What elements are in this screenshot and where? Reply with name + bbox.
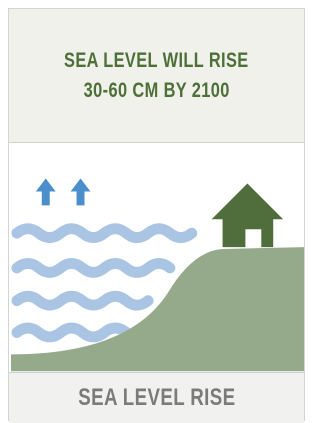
wave (17, 296, 148, 305)
page: {"title": {"lines": ["SEA LEVEL WILL RIS… (0, 0, 309, 421)
arrow-up (36, 179, 56, 206)
wave (17, 328, 126, 337)
illustration (9, 143, 304, 372)
title-line: 30-60 CM BY 2100 (83, 76, 229, 106)
footer-panel: SEA LEVEL RISE (9, 372, 304, 423)
wave (17, 263, 170, 272)
footer-label: SEA LEVEL RISE (78, 384, 235, 412)
arrow-up (71, 179, 91, 206)
arrows (36, 179, 91, 206)
wave (17, 229, 192, 238)
house (212, 184, 284, 248)
house-shape (212, 184, 284, 248)
title-line: SEA LEVEL WILL RISE (64, 46, 249, 76)
header-panel: SEA LEVEL WILL RISE 30-60 CM BY 2100 (9, 9, 304, 143)
info-card: SEA LEVEL WILL RISE 30-60 CM BY 2100 SEA… (8, 8, 305, 421)
